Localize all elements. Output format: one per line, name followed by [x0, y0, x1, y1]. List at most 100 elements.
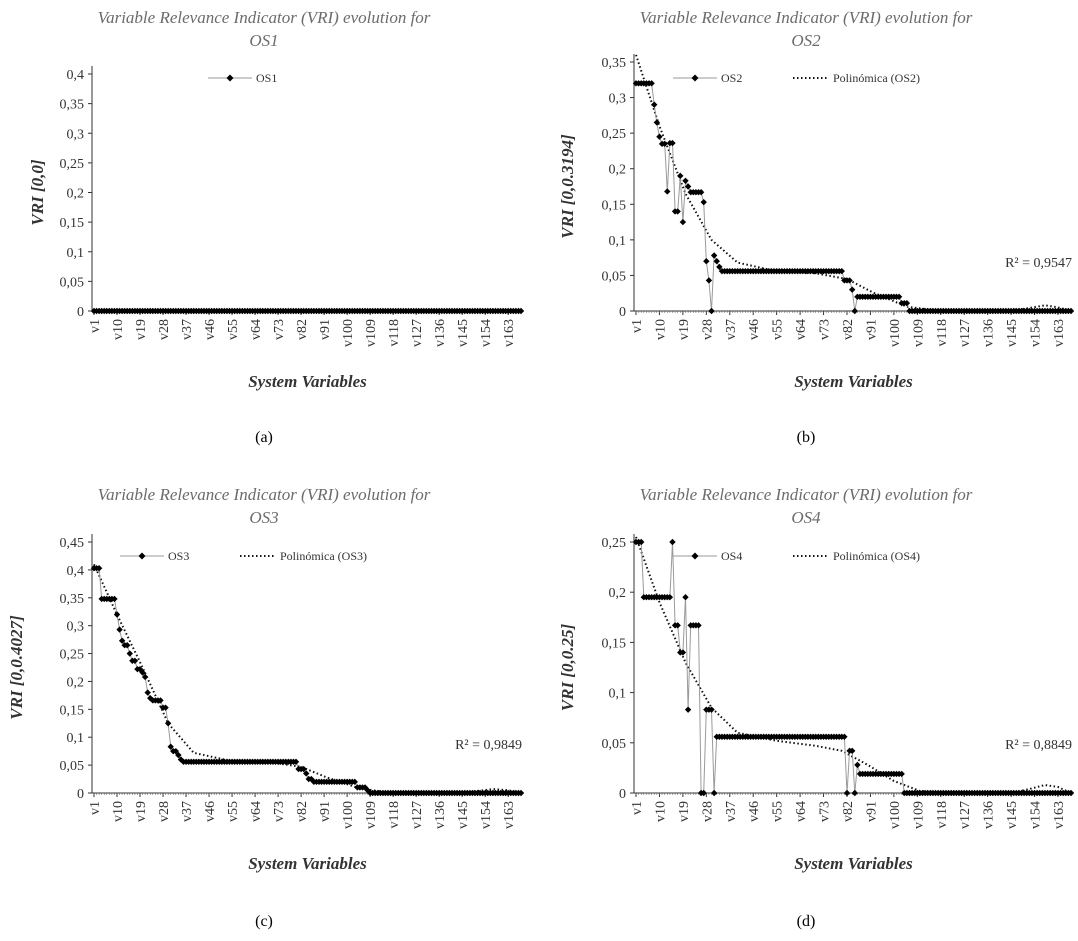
data-point — [351, 778, 359, 786]
x-tick-label: v19 — [134, 319, 149, 340]
r-squared-label: R² = 0,8849 — [1005, 738, 1072, 753]
y-tick-label: 0,05 — [60, 759, 85, 774]
data-point — [141, 673, 149, 681]
x-tick-label: v145 — [1005, 319, 1020, 347]
trend-line — [93, 563, 522, 794]
y-tick-label: 0,25 — [602, 536, 627, 551]
y-tick-label: 0,1 — [609, 234, 627, 249]
x-tick-label: v100 — [341, 319, 356, 347]
y-tick-label: 0,3 — [67, 620, 85, 635]
data-point — [851, 307, 859, 315]
data-point — [898, 770, 905, 778]
x-tick-label: v37 — [724, 801, 739, 822]
x-tick-label: v37 — [180, 319, 195, 340]
data-point — [848, 747, 856, 755]
x-tick-label: v118 — [935, 319, 950, 346]
trend-line — [635, 54, 1072, 312]
data-point — [697, 188, 705, 196]
r-squared-label: R² = 0,9849 — [455, 738, 522, 753]
y-tick-label: 0,35 — [602, 56, 627, 71]
trend-line — [635, 536, 1072, 794]
x-tick-label: v1 — [630, 801, 645, 815]
y-tick-label: 0,2 — [609, 586, 627, 601]
x-tick-label: v118 — [935, 801, 950, 828]
y-tick-label: 0,25 — [60, 648, 85, 663]
data-point — [144, 689, 151, 696]
x-tick-label: v163 — [1052, 801, 1067, 829]
y-tick-label: 0,05 — [602, 737, 627, 752]
y-tick-label: 0,1 — [67, 731, 85, 746]
chart-title: Variable Relevance Indicator (VRI) evolu… — [640, 485, 973, 504]
data-point — [710, 252, 718, 259]
y-tick-label: 0 — [77, 787, 84, 802]
data-point — [164, 720, 172, 727]
x-axis-label: System Variables — [794, 372, 913, 391]
x-tick-label: v100 — [341, 801, 356, 829]
legend-series-marker — [226, 74, 234, 82]
data-point — [710, 789, 718, 797]
data-point — [841, 733, 848, 740]
legend-trend-label: Polinómica (OS3) — [280, 549, 367, 563]
data-point — [95, 565, 103, 572]
x-tick-label: v127 — [958, 801, 973, 829]
chart-title: Variable Relevance Indicator (VRI) evolu… — [98, 8, 431, 27]
x-tick-label: v127 — [410, 801, 425, 829]
data-point — [162, 704, 169, 711]
data-point — [716, 263, 723, 271]
y-axis-label: VRI [0,0.25] — [558, 623, 577, 711]
x-tick-label: v28 — [157, 319, 172, 340]
data-point — [300, 765, 307, 773]
series-markers — [90, 307, 525, 315]
chart-panel-4: Variable Relevance Indicator (VRI) evolu… — [558, 485, 1075, 930]
x-axis-label: System Variables — [248, 854, 367, 873]
legend-series-label: OS3 — [168, 549, 189, 563]
x-tick-label: v10 — [653, 801, 668, 822]
data-point — [1067, 789, 1075, 797]
legend-series-label: OS1 — [256, 71, 277, 85]
legend-series-marker — [691, 74, 699, 82]
data-point — [895, 293, 903, 300]
x-tick-label: v28 — [700, 319, 715, 340]
data-point — [664, 188, 671, 195]
y-tick-label: 0,4 — [67, 564, 85, 579]
y-tick-label: 0 — [77, 305, 84, 320]
y-tick-label: 0,15 — [602, 198, 627, 213]
data-point — [147, 694, 154, 702]
y-tick-label: 0,3 — [67, 127, 85, 142]
x-tick-label: v19 — [134, 801, 149, 822]
panel-caption: (b) — [797, 429, 816, 446]
y-tick-label: 0,15 — [602, 636, 627, 651]
data-point — [708, 706, 715, 713]
y-tick-label: 0,2 — [67, 675, 85, 690]
r-squared-label: R² = 0,9547 — [1005, 256, 1072, 271]
data-point — [682, 594, 689, 601]
x-tick-label: v64 — [249, 801, 264, 822]
x-tick-label: v154 — [1029, 801, 1044, 829]
chart-panel-3: Variable Relevance Indicator (VRI) evolu… — [7, 485, 525, 930]
x-tick-label: v109 — [911, 319, 926, 347]
x-tick-label: v118 — [387, 319, 402, 346]
x-tick-label: v91 — [864, 801, 879, 822]
data-point — [364, 787, 371, 794]
data-point — [661, 140, 668, 148]
chart-panel-2: Variable Relevance Indicator (VRI) evolu… — [558, 8, 1075, 446]
data-point — [682, 177, 689, 185]
legend-series-marker — [691, 552, 699, 560]
data-point — [700, 789, 707, 797]
x-tick-label: v100 — [888, 319, 903, 347]
x-tick-label: v37 — [724, 319, 739, 340]
data-point — [653, 119, 661, 126]
data-point — [157, 697, 164, 704]
x-tick-label: v55 — [771, 319, 786, 340]
y-tick-label: 0,1 — [67, 246, 85, 261]
x-tick-label: v109 — [364, 801, 379, 829]
chart-title: Variable Relevance Indicator (VRI) evolu… — [98, 485, 431, 504]
x-tick-label: v73 — [818, 319, 833, 340]
chart-title-series: OS3 — [249, 508, 278, 527]
data-point — [851, 789, 859, 797]
x-tick-label: v136 — [982, 801, 997, 829]
x-tick-label: v55 — [771, 801, 786, 822]
y-axis-label: VRI [0,0.3194] — [558, 134, 577, 239]
x-tick-label: v46 — [747, 801, 762, 822]
